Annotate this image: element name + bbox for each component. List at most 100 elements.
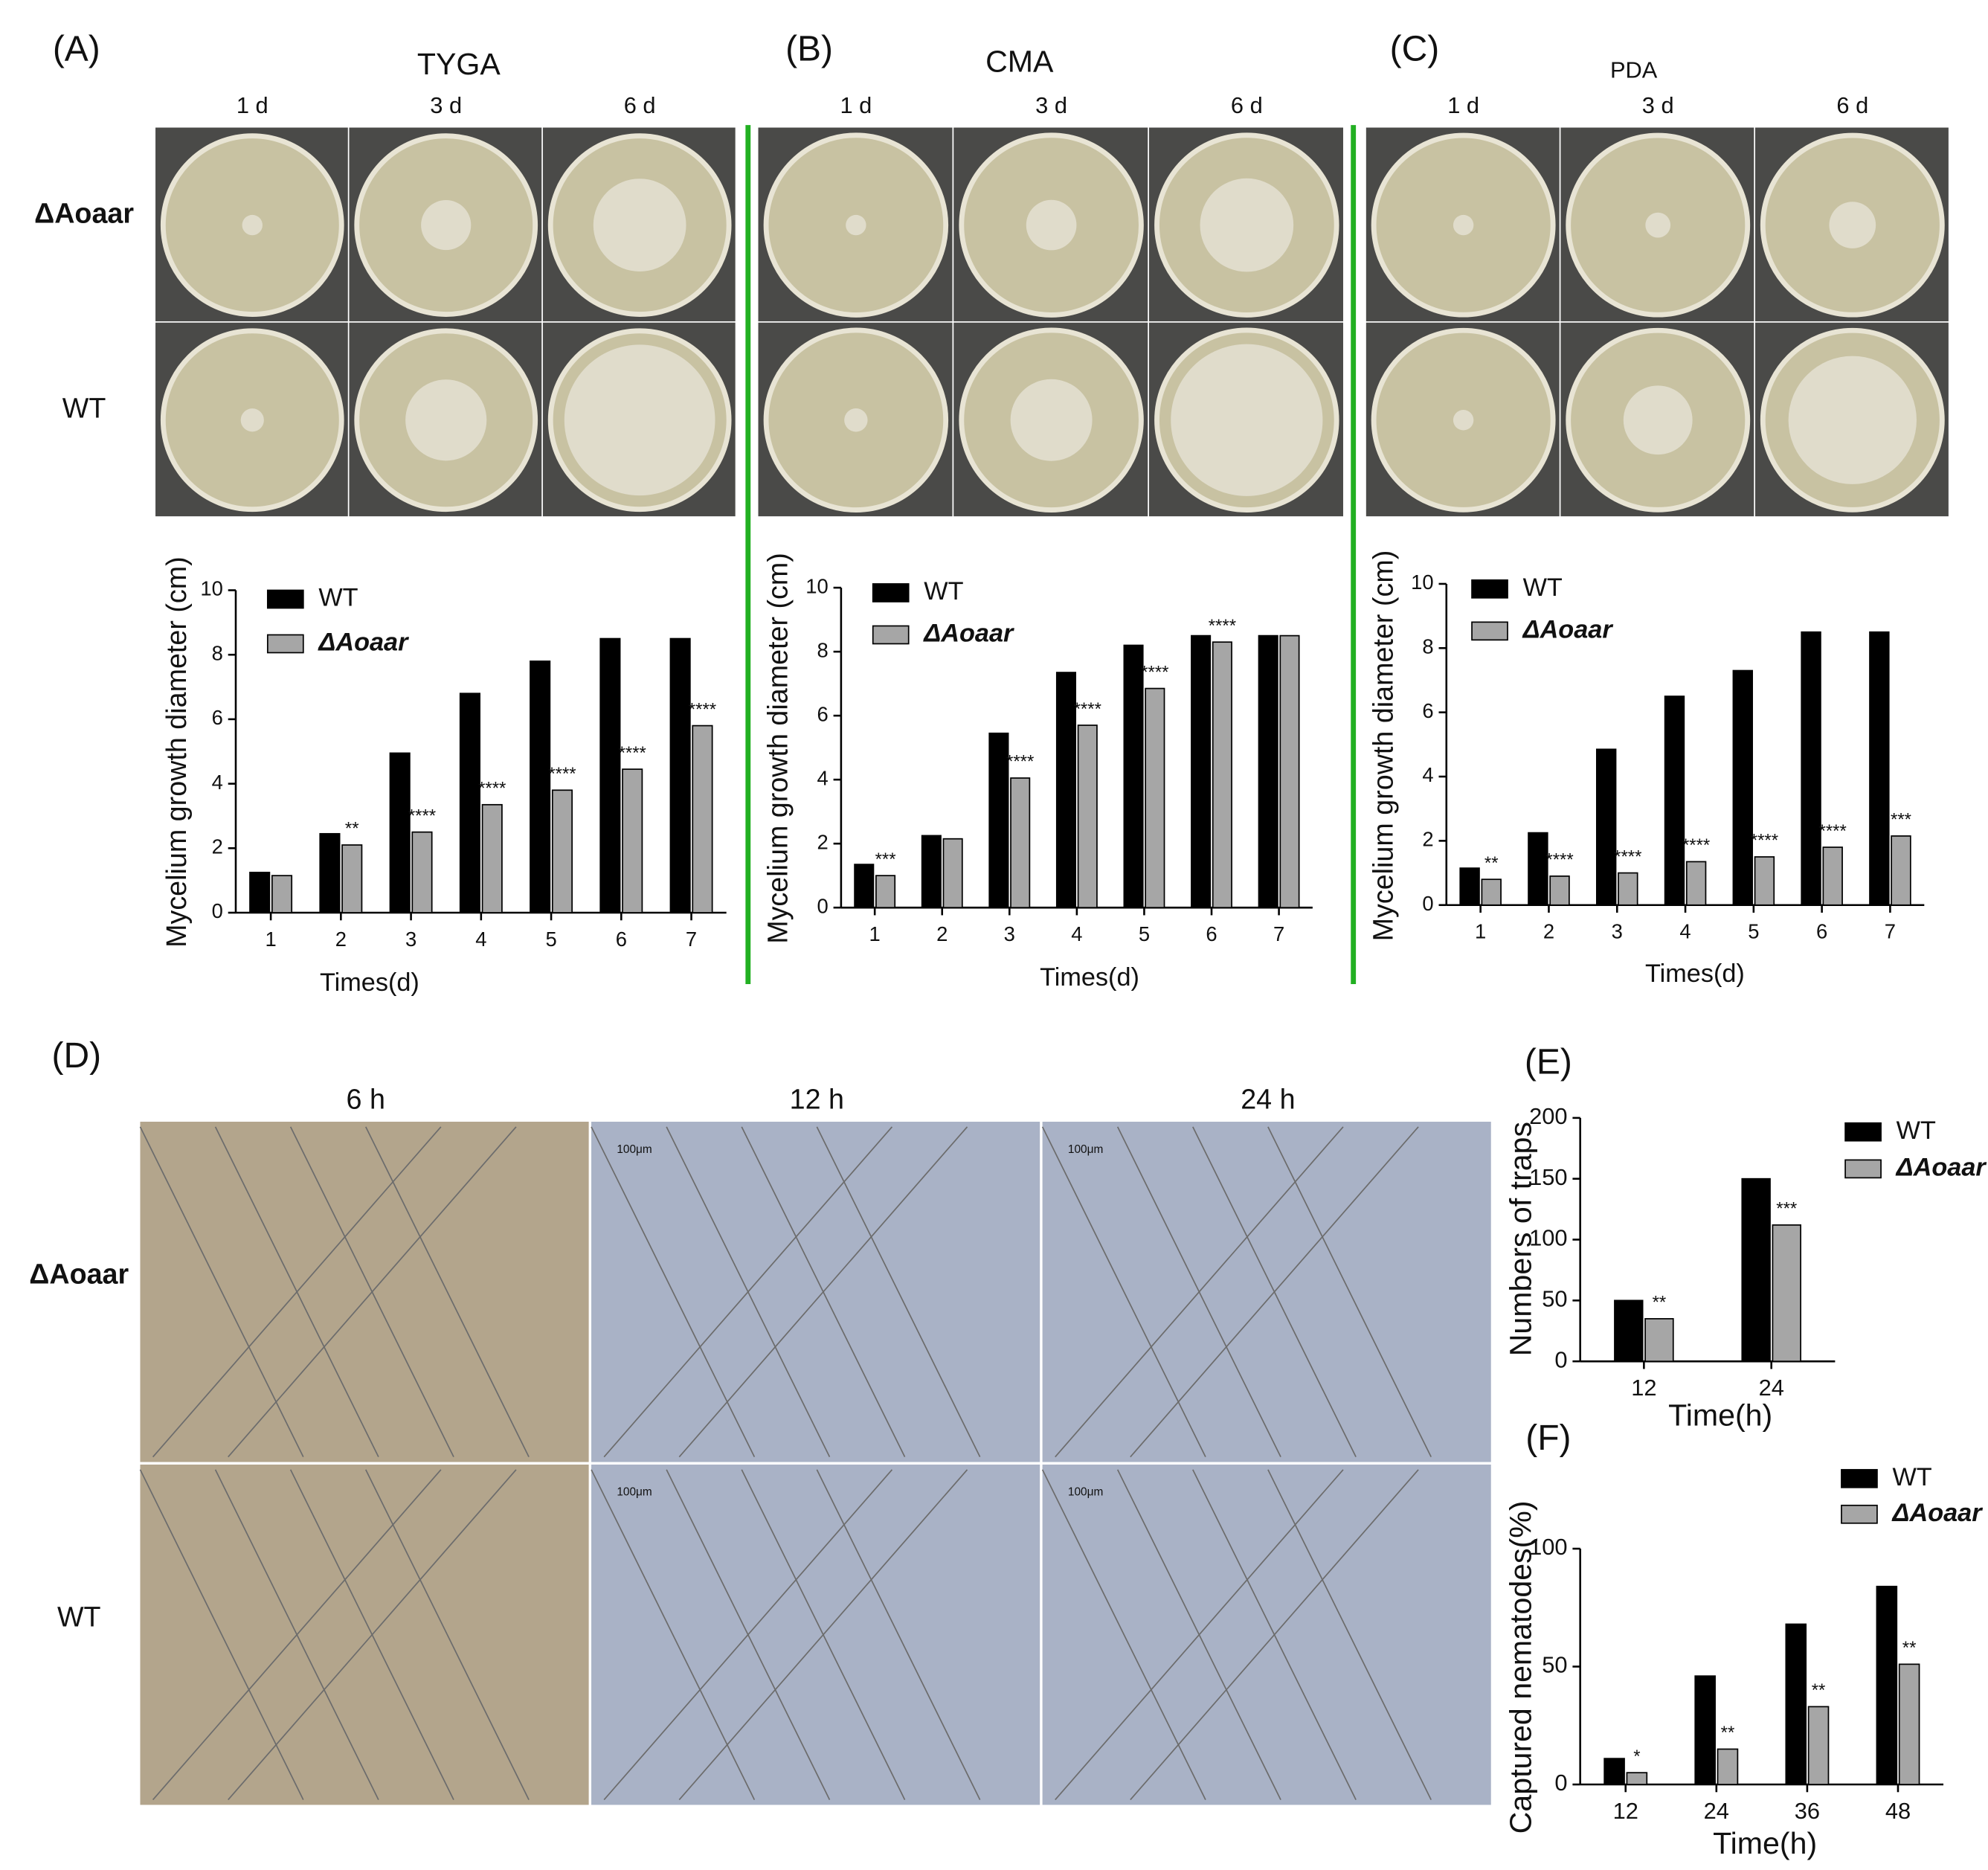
hypha	[678, 1126, 968, 1458]
significance: **	[345, 819, 359, 839]
x-tick-label: 36	[1795, 1798, 1820, 1824]
bar	[1869, 631, 1890, 906]
panel-label: (A)	[53, 29, 100, 68]
x-tick-label: 5	[1748, 920, 1759, 943]
y-tick-label: 150	[1529, 1164, 1567, 1190]
x-tick-label: 6	[1206, 922, 1217, 945]
bar	[1258, 634, 1278, 909]
bar	[481, 803, 503, 913]
bar	[1876, 1585, 1898, 1785]
significance: ****	[689, 699, 716, 719]
legend-swatch	[1471, 579, 1508, 599]
column-label: 1 d	[840, 92, 872, 118]
colony	[1453, 214, 1474, 236]
legend-swatch	[1844, 1159, 1882, 1179]
y-tick-label: 2	[817, 830, 829, 853]
significance: *	[1633, 1747, 1640, 1767]
x-tick-label: 6	[1816, 920, 1827, 943]
bar	[988, 732, 1009, 909]
significance: ****	[1545, 850, 1573, 870]
row-label: ΔAoaar	[34, 197, 134, 228]
x-tick-label: 3	[1612, 920, 1623, 943]
panel-label: (B)	[785, 29, 833, 68]
y-tick-label: 4	[1422, 763, 1433, 786]
colony	[405, 379, 487, 461]
hypha	[603, 1126, 893, 1458]
bar	[622, 768, 643, 913]
colony	[1788, 356, 1917, 484]
legend-swatch	[266, 589, 304, 609]
colony	[1200, 178, 1294, 272]
hypha	[1055, 1126, 1344, 1458]
significance: **	[1812, 1680, 1826, 1700]
significance: ****	[408, 806, 436, 826]
legend-label: WT	[924, 577, 963, 605]
significance: ****	[1006, 752, 1034, 772]
colony	[1453, 410, 1474, 431]
micrograph	[1042, 1464, 1491, 1805]
significance: ****	[1209, 616, 1236, 636]
legend-label: ΔAoaar	[922, 620, 1014, 648]
significance: **	[1653, 1293, 1667, 1313]
micrograph	[591, 1122, 1040, 1462]
bar	[692, 724, 713, 913]
significance: ***	[875, 849, 896, 870]
significance: ****	[478, 779, 506, 799]
significance: **	[1902, 1638, 1917, 1658]
bar	[1191, 634, 1212, 909]
bar	[341, 844, 363, 913]
scale-bar: 100μm	[617, 1143, 652, 1156]
x-tick-label: 24	[1759, 1375, 1784, 1401]
row-label: WT	[57, 1601, 101, 1632]
x-tick-label: 4	[1679, 920, 1691, 943]
column-label: 12 h	[790, 1084, 844, 1115]
column-label: 6 d	[624, 92, 656, 118]
bar	[1664, 695, 1685, 906]
legend-swatch	[872, 625, 910, 645]
micrograph	[591, 1464, 1040, 1805]
colony	[1623, 385, 1693, 455]
column-label: 1 d	[1447, 92, 1479, 118]
hypha	[1130, 1126, 1419, 1458]
y-tick-label: 0	[1554, 1770, 1567, 1796]
y-tick-label: 200	[1529, 1103, 1567, 1129]
y-tick-label: 100	[1529, 1534, 1567, 1560]
column-label: 3 d	[1035, 92, 1067, 118]
legend-label: ΔAoaar	[1895, 1153, 1987, 1181]
scale-bar: 100μm	[1068, 1486, 1103, 1499]
hypha	[152, 1126, 442, 1458]
column-label: 6 d	[1836, 92, 1868, 118]
legend-label: ΔAoaar	[1522, 615, 1614, 643]
bar	[599, 637, 621, 913]
significance: ***	[1891, 810, 1911, 830]
column-label: 24 h	[1241, 1084, 1295, 1115]
column-label: 6 h	[347, 1084, 385, 1115]
x-axis-title: Times(d)	[1645, 960, 1745, 988]
media-title: CMA	[985, 45, 1054, 79]
y-tick-label: 50	[1542, 1652, 1567, 1678]
y-tick-label: 6	[817, 702, 829, 725]
x-tick-label: 1	[265, 928, 276, 951]
x-tick-label: 1	[869, 922, 881, 945]
y-axis-title: Mycelium growth diameter (cm)	[1367, 550, 1398, 942]
x-tick-label: 2	[335, 928, 347, 951]
x-tick-label: 4	[1071, 922, 1082, 945]
y-tick-label: 0	[212, 899, 223, 922]
legend-swatch	[1844, 1122, 1882, 1142]
bar	[1807, 1706, 1830, 1785]
bar	[319, 832, 341, 913]
x-axis-title: Times(d)	[320, 968, 419, 997]
colony	[1645, 212, 1671, 238]
x-axis-title: Times(d)	[1040, 963, 1139, 992]
legend-label: ΔAoaar	[1891, 1499, 1983, 1527]
legend-label: ΔAoaar	[317, 629, 409, 657]
x-tick-label: 12	[1613, 1798, 1638, 1824]
y-axis-title: Mycelium growth diameter (cm)	[762, 553, 794, 944]
colony	[421, 200, 472, 251]
y-tick-label: 6	[212, 706, 223, 729]
x-tick-label: 3	[1004, 922, 1015, 945]
legend-swatch	[1471, 621, 1508, 641]
x-tick-label: 2	[936, 922, 948, 945]
x-tick-label: 7	[686, 928, 697, 951]
